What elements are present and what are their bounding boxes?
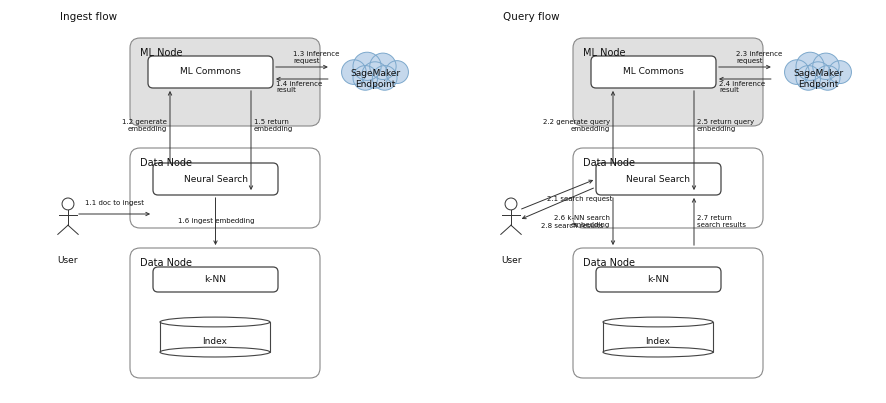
Bar	[602, 322, 712, 352]
Text: k-NN: k-NN	[647, 275, 669, 284]
Text: Index: Index	[202, 337, 227, 346]
Text: User: User	[58, 256, 78, 265]
Circle shape	[828, 61, 851, 83]
Text: ML Node: ML Node	[582, 48, 625, 58]
Text: Data Node: Data Node	[140, 258, 191, 268]
Text: 2.8 search results: 2.8 search results	[540, 223, 602, 229]
Text: 2.2 generate query
embedding: 2.2 generate query embedding	[542, 119, 610, 132]
FancyBboxPatch shape	[148, 56, 273, 88]
Circle shape	[784, 60, 808, 84]
Text: Data Node: Data Node	[582, 158, 634, 168]
Circle shape	[814, 66, 839, 90]
Text: ML Node: ML Node	[140, 48, 183, 58]
Circle shape	[812, 53, 838, 79]
Text: 2.6 k-NN search
embedding: 2.6 k-NN search embedding	[554, 215, 610, 228]
FancyBboxPatch shape	[590, 56, 715, 88]
FancyBboxPatch shape	[572, 148, 762, 228]
Text: 2.5 return query
embedding: 2.5 return query embedding	[696, 119, 753, 132]
Text: Neural Search: Neural Search	[626, 174, 689, 183]
Ellipse shape	[159, 317, 269, 327]
Text: Neural Search: Neural Search	[183, 174, 247, 183]
Text: Query flow: Query flow	[502, 12, 559, 22]
Text: 2.3 inference
request: 2.3 inference request	[735, 52, 781, 64]
FancyBboxPatch shape	[595, 163, 720, 195]
Text: 1.1 doc to ingest: 1.1 doc to ingest	[85, 200, 144, 206]
Ellipse shape	[159, 347, 269, 357]
Ellipse shape	[602, 347, 712, 357]
Text: 2.4 inference
result: 2.4 inference result	[719, 81, 765, 93]
FancyBboxPatch shape	[152, 163, 277, 195]
Text: 1.5 return
embedding: 1.5 return embedding	[253, 119, 293, 132]
Text: 1.4 inference
result: 1.4 inference result	[276, 81, 322, 93]
FancyBboxPatch shape	[572, 248, 762, 378]
Text: SageMaker
Endpoint: SageMaker Endpoint	[792, 69, 842, 89]
FancyBboxPatch shape	[130, 148, 320, 228]
Circle shape	[372, 66, 397, 90]
Circle shape	[804, 62, 830, 88]
FancyBboxPatch shape	[152, 267, 277, 292]
Text: ML Commons: ML Commons	[180, 67, 241, 77]
Circle shape	[504, 198, 517, 210]
Circle shape	[361, 62, 388, 88]
FancyBboxPatch shape	[572, 38, 762, 126]
Text: Data Node: Data Node	[582, 258, 634, 268]
Ellipse shape	[602, 317, 712, 327]
Circle shape	[795, 52, 823, 80]
Text: 1.3 inference
request: 1.3 inference request	[292, 52, 339, 64]
Circle shape	[353, 52, 381, 80]
Text: 2.7 return
search results: 2.7 return search results	[696, 215, 745, 228]
Circle shape	[62, 198, 74, 210]
Circle shape	[341, 60, 366, 84]
Text: Index: Index	[645, 337, 670, 346]
Circle shape	[795, 66, 820, 90]
Text: Ingest flow: Ingest flow	[60, 12, 117, 22]
Text: 2.1 search request: 2.1 search request	[547, 196, 611, 202]
Text: SageMaker
Endpoint: SageMaker Endpoint	[350, 69, 400, 89]
Bar	[159, 322, 269, 352]
Text: ML Commons: ML Commons	[623, 67, 683, 77]
Text: 1.6 ingest embedding: 1.6 ingest embedding	[177, 218, 253, 224]
FancyBboxPatch shape	[130, 248, 320, 378]
Text: 1.2 generate
embedding: 1.2 generate embedding	[122, 119, 167, 132]
Circle shape	[385, 61, 408, 83]
Text: Data Node: Data Node	[140, 158, 191, 168]
FancyBboxPatch shape	[595, 267, 720, 292]
FancyBboxPatch shape	[130, 38, 320, 126]
Text: k-NN: k-NN	[205, 275, 226, 284]
Circle shape	[369, 53, 396, 79]
Circle shape	[353, 66, 377, 90]
Text: User: User	[501, 256, 521, 265]
